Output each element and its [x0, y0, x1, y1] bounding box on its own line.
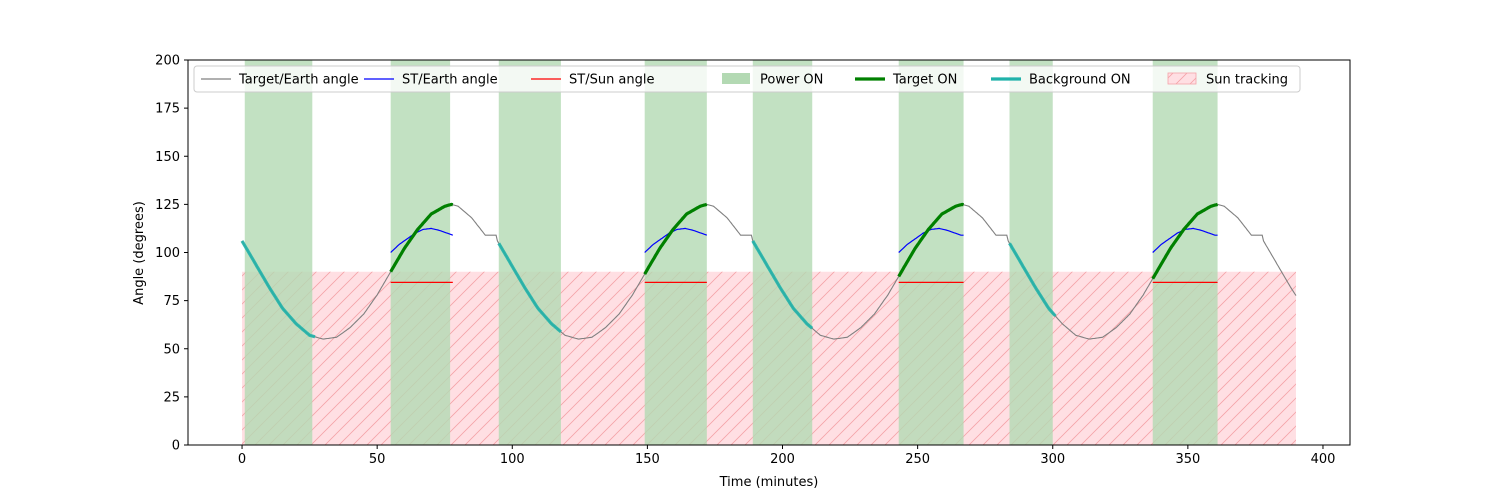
x-tick-label: 100: [500, 452, 525, 467]
x-tick-label: 0: [238, 452, 246, 467]
x-tick-label: 200: [770, 452, 795, 467]
background-on-line: [1008, 242, 1057, 318]
y-tick-label: 100: [155, 246, 180, 261]
x-tick-label: 300: [1040, 452, 1065, 467]
legend-label: Target ON: [892, 73, 957, 88]
x-tick-label: 250: [905, 452, 930, 467]
legend-hatch-pattern: [1168, 73, 1196, 84]
power-on-band: [498, 60, 561, 445]
power-on-band: [644, 60, 707, 445]
x-tick-label: 350: [1175, 452, 1200, 467]
legend-label: Power ON: [760, 73, 823, 88]
st-earth-line: [390, 227, 454, 253]
y-tick-label: 150: [155, 150, 180, 165]
power-on-band: [752, 60, 813, 445]
power-on-band: [244, 60, 313, 445]
legend-patch-swatch: [722, 73, 750, 84]
x-axis-label: Time (minutes): [719, 475, 819, 490]
power-on-band: [390, 60, 451, 445]
y-axis-label: Angle (degrees): [132, 201, 147, 305]
y-tick-label: 175: [155, 102, 180, 117]
y-tick-label: 200: [155, 54, 180, 69]
power-on-band: [898, 60, 964, 445]
legend: Target/Earth angle ST/Earth angle ST/Sun a…: [193, 65, 1301, 93]
legend-label: Background ON: [1029, 73, 1131, 88]
st-earth-line: [644, 227, 708, 253]
y-tick-label: 25: [163, 390, 180, 405]
y-tick-label: 125: [155, 198, 180, 213]
x-tick-label: 400: [1311, 452, 1336, 467]
x-tick-label: 50: [369, 452, 386, 467]
target-on-line: [1151, 202, 1219, 280]
background-on-line: [751, 240, 814, 330]
target-on-line: [643, 202, 708, 275]
plot-area: [240, 60, 1297, 445]
y-tick-label: 0: [172, 439, 180, 454]
st-earth-line: [898, 227, 964, 253]
x-tick-label: 150: [635, 452, 660, 467]
legend-label: Sun tracking: [1206, 73, 1288, 88]
y-tick-label: 50: [163, 342, 180, 357]
legend-label: ST/Earth angle: [402, 73, 498, 88]
target-on-line: [389, 202, 454, 273]
legend-label: Target/Earth angle: [238, 73, 359, 88]
y-axis: 0 25 50 75 100 125 150 175 200: [155, 54, 188, 454]
target-on-line: [897, 202, 965, 278]
background-on-line: [240, 240, 316, 339]
legend-label: ST/Sun angle: [569, 73, 655, 88]
y-tick-label: 75: [163, 294, 180, 309]
x-axis: 0 50 100 150 200 250 300 350 400: [238, 445, 1335, 467]
background-on-line: [497, 242, 562, 334]
power-on-band: [1152, 60, 1218, 445]
